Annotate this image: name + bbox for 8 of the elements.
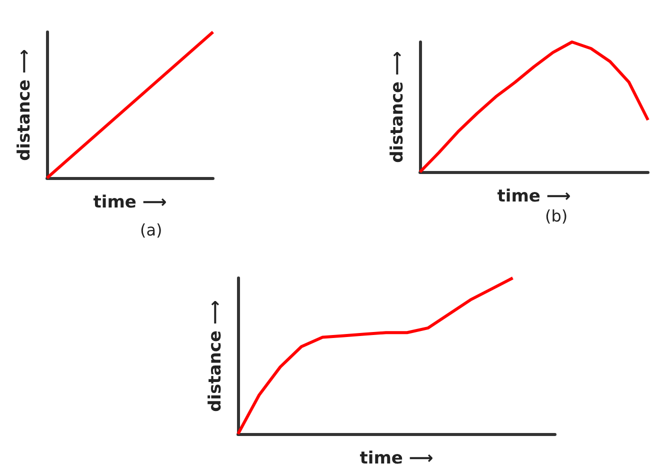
y-axis-title: distance ⟶ [206, 300, 226, 412]
y-axis-title: distance ⟶ [388, 51, 408, 163]
x-axis-title: time ⟶ [497, 186, 571, 206]
text: (a) [140, 220, 162, 240]
y-axis-title: distance ⟶ [14, 49, 34, 161]
x-axis-title: time ⟶ [360, 448, 434, 468]
text: (b) [545, 206, 568, 226]
x-axis-title: time ⟶ [93, 192, 167, 212]
